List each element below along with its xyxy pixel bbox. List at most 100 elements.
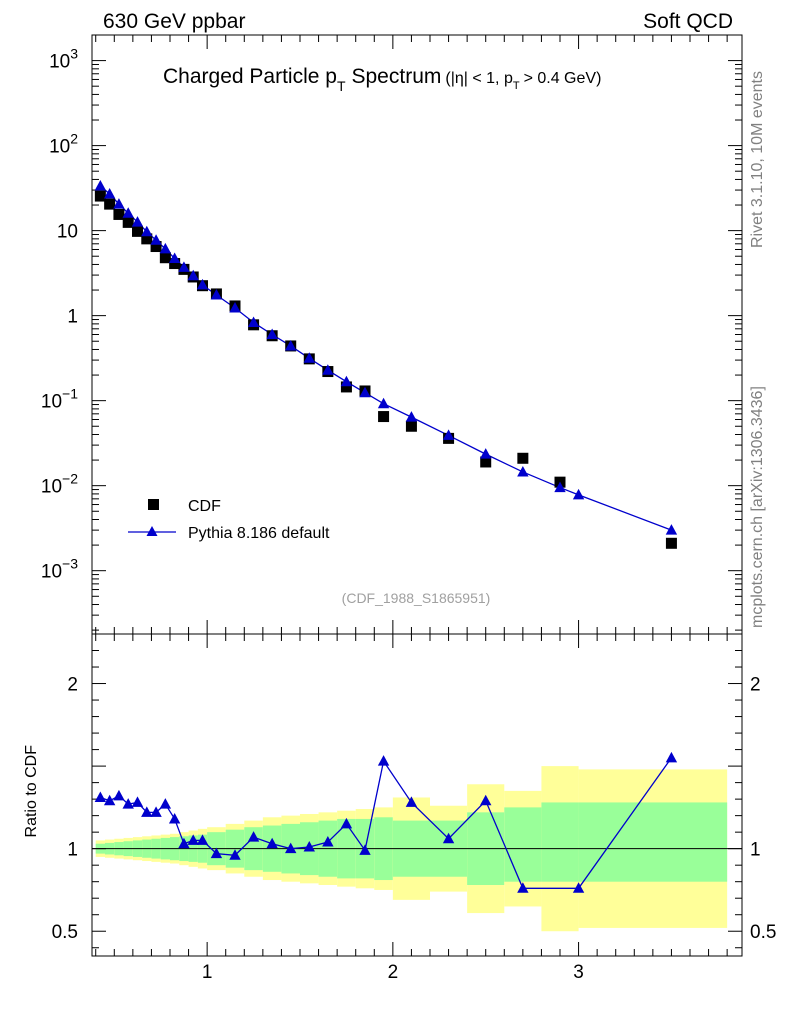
pythia-point [247,316,260,328]
y-tick-base: 10 [49,52,70,73]
uncertainty-bands [92,766,742,932]
ratio-point [517,882,529,893]
ratio-point [340,817,353,829]
cdf-data-point [378,411,390,423]
pythia-point [517,465,529,477]
y-tick-base: 10 [41,477,62,498]
y-tick-label: 10−2 [41,471,78,498]
pythia-point [168,252,181,264]
legend-cdf-label: CDF [188,498,221,515]
main-plot-frame [91,34,743,635]
ratio-point [405,796,418,807]
ratio-point [113,789,125,801]
cdf-data-point [94,190,106,202]
pythia-point [159,242,172,254]
cdf-data-point [665,537,677,549]
pythia-point [196,278,209,290]
ratio-plot-frame [91,633,743,957]
data-marks [94,179,678,893]
pythia-point [665,524,678,535]
pythia-point [303,352,315,363]
pythia-point [322,364,334,375]
band-inner-bin [578,802,728,882]
ratio-point [322,836,334,847]
chart-title: Charged Particle pT Spectrum (|η| < 1, pT >… [163,65,601,94]
analysis-watermark: (CDF_1988_S1865951) [342,590,491,606]
ratio-point [168,812,181,824]
cdf-data-point [104,198,116,210]
pythia-point [94,179,107,191]
ratio-y-tick-label-right: 1 [750,840,761,861]
y-tick-exponent: −2 [62,471,78,487]
pythia-point [340,375,353,387]
cdf-data-point [480,456,492,468]
cdf-data-point [113,208,125,220]
ratio-y-tick-label-right: 0.5 [750,922,776,943]
pythia-point [572,488,585,500]
ratio-y-tick-label-left: 2 [67,675,78,696]
cdf-data-point [517,452,529,464]
pythia-point [141,225,153,237]
legend-pythia-marker [146,526,158,536]
ratio-y-tick-label-right: 2 [750,675,761,696]
pythia-point [122,207,134,218]
ratio-point [303,841,315,852]
cdf-data-point [169,258,181,270]
ratio-point [210,847,223,859]
ratio-point [359,844,371,855]
ratio-axis-label: Ratio to CDF [23,745,40,838]
title-word: Spectrum [352,65,442,88]
ratio-point [572,882,585,893]
ratio-point [665,751,678,763]
cdf-data-point [132,225,143,237]
pythia-point [103,187,116,199]
rivet-version-label: Rivet 3.1.10, 10M events [749,71,766,248]
pythia-point [266,328,278,339]
y-tick-label: 1 [67,307,78,328]
title-cuts: (|η| < 1, p [445,70,513,87]
ratio-point [159,798,172,809]
ratio-y-tick-label-left: 1 [67,840,78,861]
ratio-point [229,849,241,860]
ratio-point [141,806,153,817]
y-tick-exponent: −1 [62,386,78,402]
ratio-point [94,791,107,802]
y-tick-exponent: −3 [62,556,78,572]
mcplots-source-label: mcplots.cern.ch [arXiv:1306.3436] [749,386,766,628]
y-tick-exponent: 3 [70,46,78,62]
title-subscript: T [337,78,346,94]
pythia-point [131,216,144,227]
ratio-point [122,798,134,809]
y-tick-label: 102 [49,131,78,158]
y-tick-base: 10 [41,562,62,583]
pythia-point [442,429,455,440]
ratio-y-tick-label-left: 0.5 [52,922,78,943]
y-tick-base: 1 [67,307,78,328]
band-inner-bin [504,807,542,882]
ratio-point [442,832,455,844]
y-tick-exponent: 2 [70,131,78,147]
ratio-point [247,831,260,842]
ratio-point [266,837,278,849]
pythia-point [150,234,162,245]
band-inner-bin [541,802,579,882]
cdf-data-point [150,241,162,253]
ratio-point [187,834,199,845]
x-tick-label: 2 [388,962,399,983]
pythia-point [285,339,297,351]
ratio-point [480,794,492,806]
y-tick-label: 103 [49,46,78,73]
pythia-spectrum-line [99,185,672,531]
cdf-data-point [340,381,352,393]
ratio-point [103,794,116,806]
pythia-point [359,386,371,398]
y-tick-label: 10 [57,222,78,243]
y-tick-base: 10 [49,137,70,158]
y-tick-label: 10−3 [41,556,78,583]
ratio-point [131,796,144,807]
pythia-point [187,269,199,281]
x-tick-label: 1 [202,962,213,983]
pythia-point [210,288,223,300]
